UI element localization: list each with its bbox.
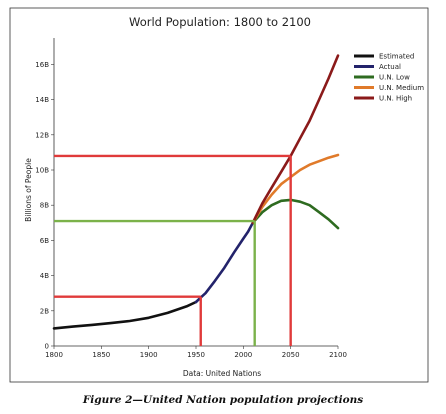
series-line-u-n-high: [251, 54, 340, 225]
series-line-actual: [194, 221, 255, 304]
figure-frame: [9, 7, 429, 383]
x-axis-label: Data: United Nations: [183, 369, 261, 378]
legend: Estimated Actual U.N. Low U.N. Medium U.N. H…: [354, 53, 424, 103]
y-tick-label: 4B: [40, 272, 49, 280]
y-tick-label: 2B: [40, 307, 49, 315]
legend-label: U.N. Low: [379, 74, 410, 82]
y-tick-label: 14B: [35, 96, 49, 104]
chart-title: World Population: 1800 to 2100: [129, 15, 311, 29]
y-axis-label: Billions of People: [24, 158, 33, 222]
y-tick-label: 8B: [40, 202, 49, 210]
legend-label: Actual: [379, 63, 401, 71]
x-tick-label: 1850: [92, 351, 110, 359]
legend-label: Estimated: [379, 53, 414, 61]
y-tick-label: 10B: [35, 167, 49, 175]
x-tick-label: 1900: [140, 351, 158, 359]
y-tick-label: 12B: [35, 131, 49, 139]
x-tick-label: 2100: [329, 351, 347, 359]
x-tick-label: 2050: [282, 351, 300, 359]
y-tick-label: 16B: [35, 61, 49, 69]
x-tick-label: 2000: [234, 351, 252, 359]
x-tick-label: 1800: [45, 351, 63, 359]
x-tick-label: 1950: [187, 351, 205, 359]
series-line-u-n-low: [251, 198, 340, 230]
legend-label: U.N. Medium: [379, 84, 424, 92]
series-line-u-n-medium: [251, 153, 340, 225]
y-tick-label: 6B: [40, 237, 49, 245]
series-line-estimated: [52, 300, 198, 330]
figure-caption: Figure 2—United Nation population projec…: [82, 394, 363, 406]
plot-area: 0 2B 4B 6B 8B 10B 12B 14B 16B 1800 1850 1900 1950 200…: [35, 38, 347, 359]
y-tick-label: 0: [45, 343, 49, 351]
legend-label: U.N. High: [379, 95, 412, 103]
